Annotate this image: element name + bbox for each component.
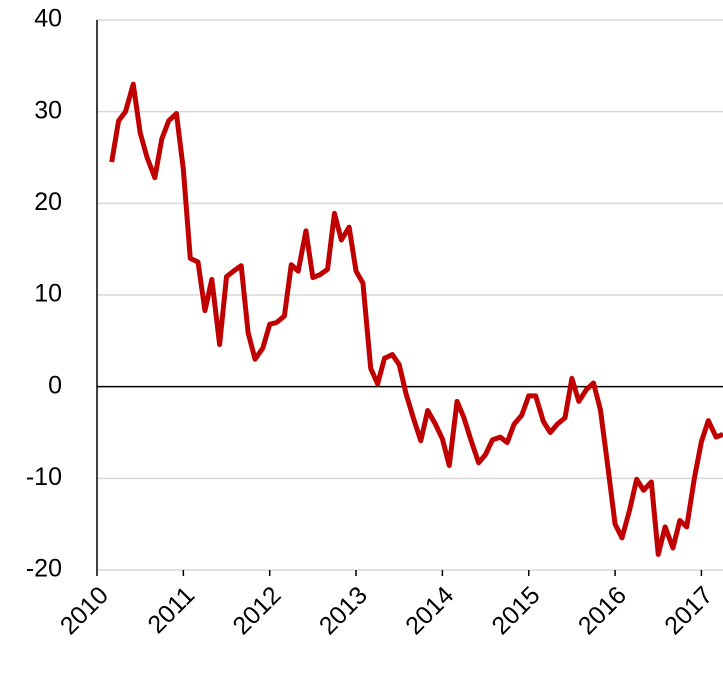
x-tick-label: 2013 [314, 581, 373, 640]
x-tick-label: 2012 [227, 581, 286, 640]
y-tick-label: -20 [26, 555, 62, 583]
data-line [109, 81, 723, 557]
y-tick-label: 40 [34, 5, 62, 33]
y-tick-label: 30 [34, 96, 62, 124]
x-tick-label: 2010 [55, 581, 114, 640]
x-tick-label: 2015 [487, 581, 546, 640]
y-tick-label: -10 [26, 463, 62, 491]
y-tick-label: 10 [34, 280, 62, 308]
x-tick-label: 2014 [400, 581, 459, 640]
y-tick-label: 20 [34, 188, 62, 216]
x-tick-label: 2016 [573, 581, 632, 640]
x-tick-label: 2011 [142, 581, 200, 639]
x-tick-label: 2017 [659, 581, 718, 640]
y-tick-label: 0 [48, 371, 62, 399]
